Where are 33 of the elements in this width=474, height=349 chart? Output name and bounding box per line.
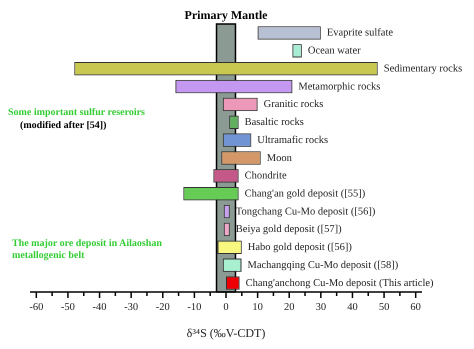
y-tick-label: Machangqing Cu-Mo deposit ([58]): [247, 260, 399, 271]
x-tick-label: 50: [378, 302, 390, 314]
y-tick-label: Metamorphic rocks: [298, 81, 380, 92]
annotation: The major ore deposit in Ailaoshan metallogenic belt: [12, 238, 162, 262]
y-tick-label: Chang'anchong Cu-Mo deposit (This article): [246, 278, 434, 289]
x-axis-title: δ³⁴S (‰V-CDT): [186, 326, 266, 340]
y-tick-label: Beiya gold deposit ([57]): [236, 224, 342, 236]
y-tick-label: Tongchang Cu-Mo deposit ([56]): [236, 206, 376, 218]
x-tick-label: 0: [223, 302, 229, 314]
x-tick-label: 20: [284, 302, 294, 314]
y-tick-label: Sedimentary rocks: [384, 63, 462, 74]
annotation: (modified after [54]): [20, 120, 108, 132]
x-tick-label: 10: [252, 302, 263, 314]
x-tick-label: -10: [187, 302, 202, 314]
x-tick-label: -50: [60, 302, 75, 314]
y-tick-label: Granitic rocks: [264, 99, 324, 110]
y-tick-label: Habo gold deposit ([56]): [248, 242, 352, 254]
x-tick-label: 40: [347, 302, 358, 314]
y-tick-label: Evaprite sulfate: [326, 28, 394, 39]
y-tick-label: Moon: [266, 152, 293, 164]
y-tick-label: Chang'an gold deposit ([55]): [244, 188, 366, 200]
band-label: Primary Mantle: [184, 8, 268, 22]
x-tick-label: -60: [29, 302, 44, 314]
x-tick-label: 60: [410, 302, 421, 314]
annotation: Some important sulfur reseroirs: [8, 107, 146, 119]
x-tick-label: -20: [156, 302, 170, 314]
y-tick-label: Ultramafic rocks: [257, 134, 328, 146]
x-tick-label: -30: [124, 302, 138, 314]
y-tick-label: Basaltic rocks: [244, 117, 304, 128]
x-tick-label: 30: [316, 302, 326, 314]
x-tick-label: -40: [92, 302, 107, 314]
y-tick-label: Chondrite: [244, 170, 287, 182]
y-tick-label: Ocean water: [308, 46, 362, 57]
